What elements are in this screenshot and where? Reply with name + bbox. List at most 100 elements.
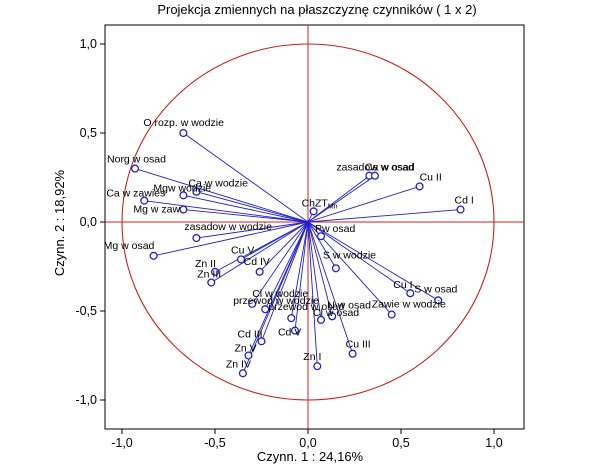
loading-point [331, 264, 340, 273]
loading-vector [307, 221, 322, 320]
point-label: S w wodzie [323, 249, 376, 261]
loading-point [179, 205, 188, 214]
point-label: Cd I [455, 195, 474, 207]
loading-point [406, 289, 415, 298]
loading-point [309, 207, 318, 216]
loading-point [207, 278, 216, 287]
loading-vector [307, 221, 411, 294]
loading-point [248, 299, 257, 308]
point-label: Mg w osad [104, 240, 155, 252]
loading-point [370, 171, 380, 180]
loading-vector [307, 175, 376, 223]
point-label: Cd IV [244, 256, 270, 268]
x-tick-label: 0,5 [392, 436, 409, 450]
x-tick-label: -1,0 [111, 436, 133, 450]
point-label: S w osad [414, 283, 457, 295]
loading-vector [196, 191, 309, 223]
loading-point [290, 326, 300, 335]
point-label: Ca w osad [365, 162, 415, 174]
point-label: Zawie w wodzie [372, 299, 446, 311]
loading-vector [290, 221, 309, 319]
point-label-layer: O rozp. w wodzie Norg w osad Ca w wodzie Ca… [104, 117, 474, 370]
point-label: Ca w zawies [106, 188, 165, 200]
point-label: Mgw wodzie [153, 182, 211, 194]
loading-point [140, 196, 149, 205]
point-label: Zn II [195, 258, 216, 270]
point-label: Zn I [303, 351, 321, 363]
loading-point [238, 369, 247, 378]
y-tick-label: -1,0 [75, 393, 97, 407]
point-label: Zn III [197, 269, 221, 281]
loading-vector [144, 200, 309, 223]
point-label: Cl w osad [313, 307, 359, 319]
loading-vector [183, 209, 309, 223]
loading-vector [294, 221, 309, 331]
point-label: zasadow w wodzie [184, 221, 272, 233]
loading-point [316, 232, 326, 241]
point-label: ChZTMn [302, 197, 338, 210]
loading-point [287, 314, 296, 323]
loading-point [130, 164, 140, 173]
loading-point [179, 191, 188, 200]
y-axis-label: Czynn. 2 : 18,92% [52, 169, 67, 276]
x-tick-label: 1,0 [485, 436, 502, 450]
point-label: Cl w wodzie [252, 288, 308, 300]
point-label: Mg w zaw. [133, 204, 182, 216]
loading-vector [264, 221, 309, 310]
loading-vector [242, 221, 309, 374]
plot-frame [104, 24, 525, 430]
loading-vector [307, 221, 318, 367]
loading-vector [196, 221, 309, 239]
point-label: Cd V [278, 327, 301, 339]
loading-point [257, 337, 266, 346]
point-label: Cu V [231, 244, 254, 256]
loading-point [261, 305, 270, 314]
loading-point [348, 349, 357, 358]
y-tick-label: 0,0 [80, 215, 97, 229]
point-label: Cu I [393, 279, 412, 291]
point-label: przewod w wodzie [233, 295, 319, 307]
y-tick-label: 1,0 [80, 37, 97, 51]
point-label: zasadow w osad [336, 162, 414, 174]
loading-vector [183, 194, 309, 223]
loading-point [456, 205, 465, 214]
point-label: O rozp. w wodzie [143, 117, 224, 129]
loading-point [255, 267, 264, 276]
loading-point [236, 255, 246, 264]
loading-point [192, 233, 201, 243]
point-label: Pw osad [315, 223, 355, 235]
loading-point [434, 296, 443, 305]
loading-vector [211, 221, 309, 283]
loading-point [179, 128, 188, 138]
loading-point [244, 351, 253, 360]
point-label: Cu III [346, 339, 371, 351]
point-label: Zn IV [226, 358, 251, 370]
loading-point [313, 362, 322, 371]
loading-vector [307, 175, 370, 223]
loading-vector [153, 221, 309, 257]
loading-vector [259, 221, 309, 273]
loading-point [210, 267, 220, 276]
loading-vector [134, 168, 309, 223]
loading-vector [183, 132, 309, 223]
loading-vector [251, 221, 309, 305]
loading-point [192, 187, 201, 196]
loading-vector [307, 221, 337, 269]
point-label: Cu II [420, 171, 442, 183]
loading-point [316, 315, 326, 324]
loading-point [149, 251, 158, 260]
point-label: Zn V [234, 343, 256, 355]
chart-title: Projekcja zmiennych na płaszczyznę czynn… [157, 2, 476, 17]
y-tick-label: 0,5 [80, 126, 97, 140]
point-label: przewod w osad [268, 301, 344, 313]
x-tick-label: -0,5 [204, 436, 226, 450]
point-layer [130, 128, 465, 378]
point-label: Norg w osad [107, 154, 166, 166]
loading-point [387, 310, 396, 319]
point-label: Ca w wodzie [188, 178, 248, 190]
loading-point [328, 312, 337, 321]
loading-vector [307, 221, 439, 301]
point-label: N w osad [327, 299, 371, 311]
loading-vector [307, 209, 461, 223]
